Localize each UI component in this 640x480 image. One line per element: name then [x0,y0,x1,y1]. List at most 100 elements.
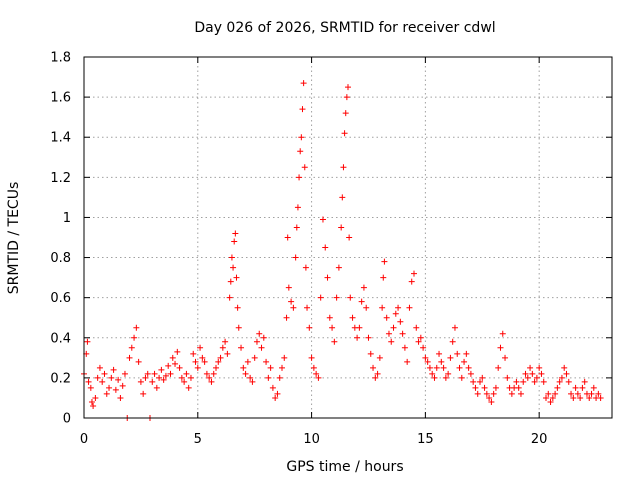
data-point [401,344,408,351]
data-point [395,304,402,311]
data-point [310,364,317,371]
y-tick-label: 1.6 [50,91,71,106]
data-point [162,372,169,379]
data-point [445,370,452,377]
data-point [483,390,490,397]
data-point [422,354,429,361]
data-point [522,370,529,377]
data-point [388,338,395,345]
data-point [392,310,399,317]
data-point [343,94,350,101]
data-point [477,378,483,385]
data-point [406,304,413,311]
data-point [404,358,411,365]
data-point [411,270,417,277]
data-point [234,304,241,311]
y-tick-label: 0.8 [50,251,71,266]
data-point [326,314,333,321]
data-point [333,294,340,301]
data-point [297,148,304,155]
data-point [197,344,204,351]
data-point [533,374,540,381]
y-tick-label: 0 [63,412,71,427]
y-tick-label: 1.8 [50,51,71,66]
data-point [331,338,338,345]
data-point [238,344,245,351]
data-point [253,338,260,345]
data-point [119,382,126,389]
data-point [379,304,386,311]
data-point [210,370,217,377]
data-point [272,394,279,401]
data-point [183,370,190,377]
data-point [458,374,465,381]
data-point [597,394,604,401]
data-point [308,354,315,361]
data-point [260,334,267,341]
data-point [429,370,436,377]
grid-lines [84,57,612,418]
x-tick-label: 15 [417,432,434,447]
data-point [185,384,192,391]
data-point [595,390,602,397]
data-point [413,324,420,331]
data-point [84,338,91,345]
data-point [577,394,584,401]
data-point [276,374,283,381]
data-point [438,358,445,365]
data-point [206,374,213,381]
data-point [94,374,101,381]
data-point [137,378,144,385]
data-point [85,378,92,385]
data-point [440,364,447,371]
data-point [465,364,472,371]
data-point [497,344,504,351]
data-point [263,358,270,365]
data-point [151,370,158,377]
data-point [563,370,570,377]
data-point [492,384,499,391]
data-point [415,338,422,345]
data-point [217,354,224,361]
data-point [520,378,527,385]
data-point [568,390,575,397]
data-point [390,324,397,331]
data-point [140,390,147,397]
chart-title: Day 026 of 2026, SRMTID for receiver cdw… [194,20,495,36]
data-point [99,378,106,385]
data-point [90,402,97,409]
data-point [324,274,331,281]
data-point [153,384,160,391]
data-point [313,370,320,377]
data-point [451,324,458,331]
data-point [570,394,577,401]
data-point [290,304,297,311]
data-point [540,378,547,385]
data-point [513,378,520,385]
data-point [417,334,424,341]
data-point [115,376,122,383]
data-point [486,394,493,401]
data-point [292,254,299,261]
data-point [319,216,326,223]
y-tick-label: 0.2 [50,371,71,386]
data-point [88,398,95,405]
data-point [267,364,274,371]
data-point [436,350,443,357]
data-point [499,330,506,337]
data-point [244,358,251,365]
data-point [490,390,497,397]
data-point [144,370,151,377]
data-point [508,390,515,397]
data-point [408,278,415,285]
data-point [227,278,234,285]
data-point [365,334,372,341]
data-point [142,374,149,381]
data-point [194,364,201,371]
data-point [106,384,113,391]
data-point [360,284,367,291]
data-point [298,134,305,141]
data-point [345,84,351,91]
data-point [374,370,381,377]
